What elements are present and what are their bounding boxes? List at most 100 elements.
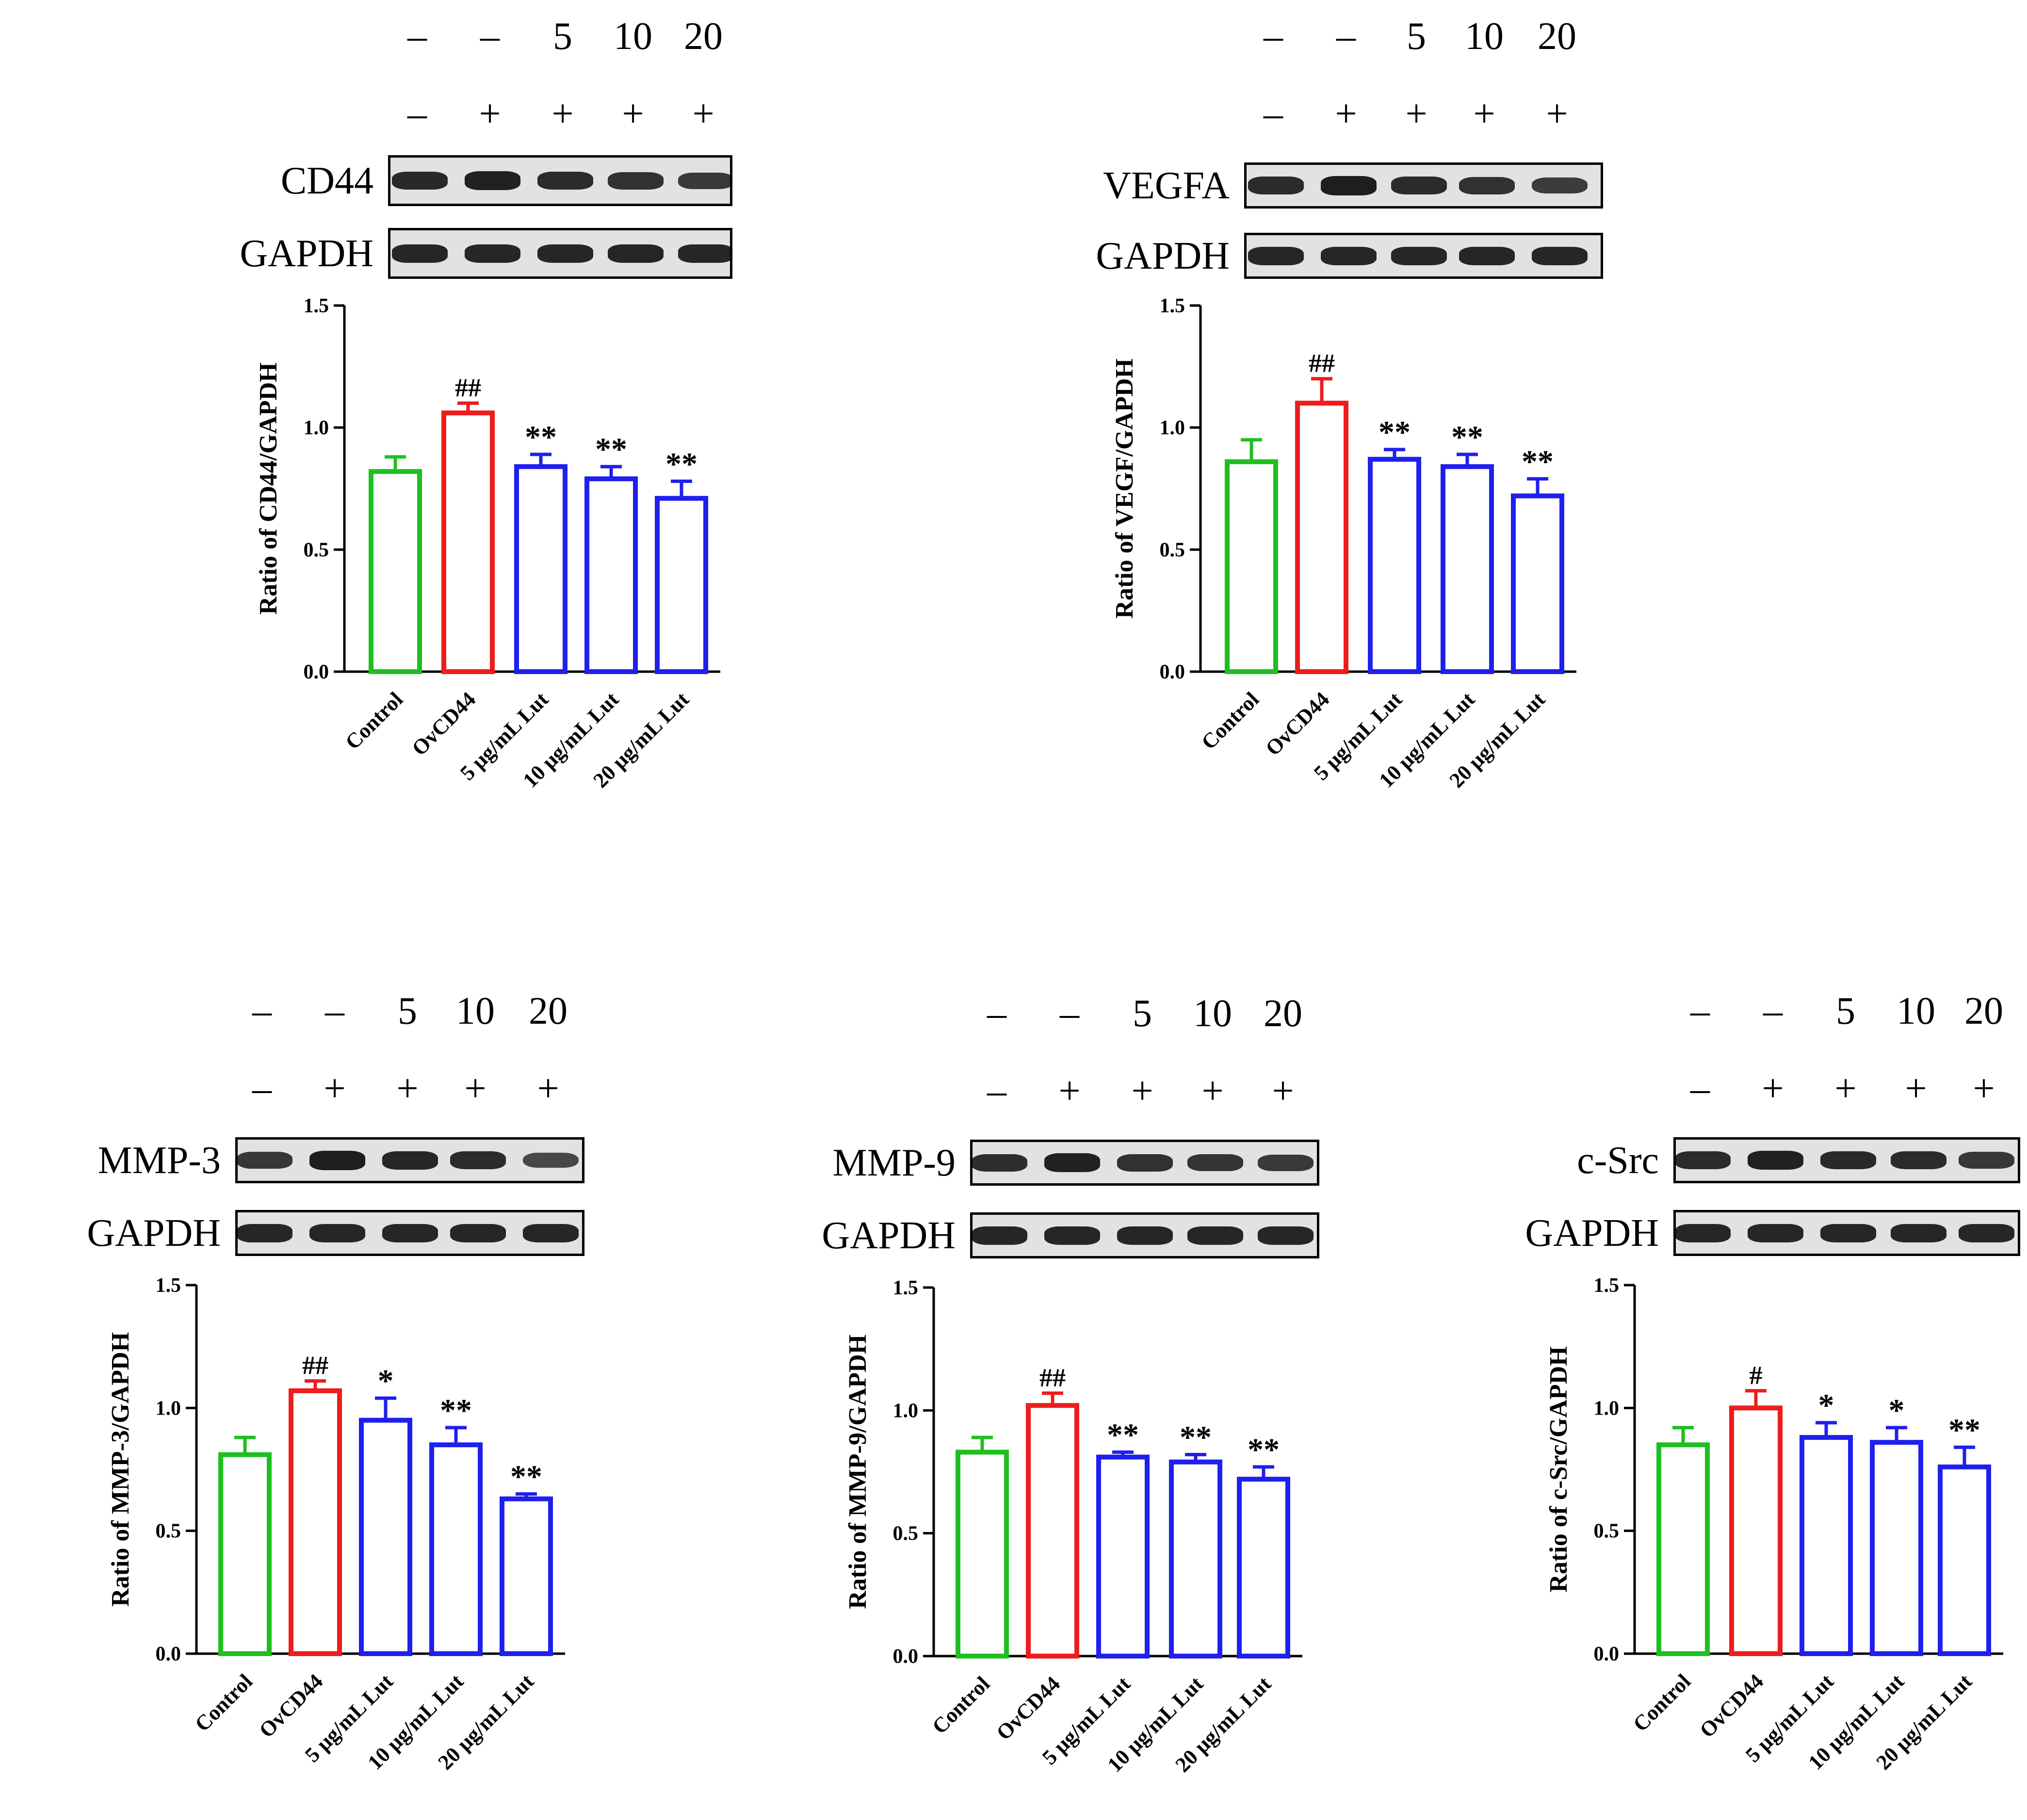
gapdh-blot-label: GAPDH — [240, 232, 373, 275]
blot-band — [450, 1151, 506, 1169]
ovcd44-status-cell: + — [1131, 1070, 1153, 1112]
blot-band — [973, 1226, 1027, 1245]
gapdh-blot — [388, 228, 732, 279]
ovcd44-status-cell: + — [551, 93, 574, 135]
y-tick-label: 0.5 — [1160, 539, 1185, 561]
ovcd44-status-cell: + — [1473, 93, 1495, 135]
blot-band — [537, 244, 593, 263]
ovcd44-status-cell: – — [252, 1067, 272, 1110]
ovcd44-status-cell: + — [324, 1067, 346, 1110]
ovcd44-status-cell: – — [407, 93, 427, 135]
y-tick-label: 1.0 — [304, 417, 329, 439]
y-tick-label: 0.5 — [156, 1520, 181, 1543]
y-tick-label: 1.0 — [156, 1397, 181, 1419]
blot-band — [1958, 1152, 2014, 1169]
ovcd44-status-cell: + — [1546, 93, 1568, 135]
blot-band — [391, 172, 448, 190]
blot-band — [238, 1224, 292, 1242]
significance-marker: ## — [1309, 349, 1335, 378]
blot-band — [1117, 1226, 1173, 1245]
gapdh-blot-label: GAPDH — [1525, 1211, 1659, 1255]
significance-marker: ** — [1378, 415, 1411, 450]
y-tick-label: 1.5 — [893, 1277, 919, 1299]
blot-band — [1890, 1151, 1946, 1169]
blot-band — [1044, 1226, 1100, 1245]
blot-band — [1747, 1151, 1803, 1170]
gapdh-blot-label: GAPDH — [822, 1214, 956, 1257]
ovcd44-status-cell: + — [479, 93, 501, 135]
blot-band — [607, 244, 664, 263]
bar-5-g-ml-lut — [1800, 1435, 1853, 1656]
blot-band — [1747, 1224, 1803, 1242]
blot-band — [537, 172, 593, 190]
lut-dose-cell: – — [1763, 990, 1783, 1032]
blot-band — [1958, 1224, 2014, 1242]
bar-control — [369, 469, 422, 674]
ovcd44-status-cell: + — [1973, 1067, 1995, 1110]
lut-dose-cell: 20 — [1264, 992, 1302, 1035]
ovcd44-status-cell: + — [1335, 93, 1357, 135]
lut-dose-cell: 10 — [1193, 992, 1232, 1035]
blot-band — [1187, 1154, 1243, 1171]
significance-marker: * — [1818, 1388, 1834, 1423]
protein-blot — [235, 1137, 584, 1183]
significance-marker: * — [1889, 1393, 1905, 1428]
blot-band — [1391, 247, 1447, 265]
y-axis-label: Ratio of VEGF/GAPDH — [1111, 358, 1138, 618]
ovcd44-status-cell: + — [464, 1067, 486, 1110]
lut-dose-cell: 20 — [684, 15, 723, 58]
gapdh-blot — [1673, 1210, 2020, 1256]
lut-dose-cell: 10 — [1897, 990, 1935, 1032]
significance-marker: ** — [440, 1393, 472, 1428]
x-category-label: Control — [1628, 1669, 1695, 1736]
lut-dose-cell: – — [407, 15, 427, 58]
y-tick-label: 0.0 — [1160, 661, 1185, 683]
y-tick-label: 1.5 — [1594, 1274, 1620, 1297]
lut-dose-cell: 5 — [1133, 992, 1152, 1035]
lut-dose-cell: 20 — [529, 990, 568, 1032]
blot-band — [1044, 1153, 1100, 1172]
significance-marker: ## — [455, 373, 481, 402]
lut-dose-cell: 20 — [1538, 15, 1576, 58]
blot-band — [1459, 177, 1515, 194]
gapdh-blot-label: GAPDH — [87, 1211, 221, 1255]
blot-band — [1676, 1151, 1731, 1169]
y-tick-label: 0.5 — [893, 1523, 919, 1545]
bar-20-g-ml-lut — [1237, 1477, 1290, 1659]
bar-ovcd44 — [289, 1388, 342, 1657]
blot-band — [678, 173, 730, 189]
bar-20-g-ml-lut — [1511, 493, 1564, 674]
protein-blot — [970, 1140, 1319, 1186]
lut-dose-cell: 10 — [614, 15, 652, 58]
significance-marker: ** — [1248, 1432, 1280, 1467]
y-axis-label: Ratio of CD44/GAPDH — [255, 363, 282, 615]
significance-marker: ** — [665, 446, 697, 482]
y-tick-label: 1.5 — [1160, 295, 1185, 317]
gapdh-blot — [235, 1210, 584, 1256]
blot-band — [391, 244, 448, 263]
significance-marker: * — [378, 1363, 394, 1399]
protein-blot — [388, 155, 732, 206]
y-tick-label: 1.0 — [1160, 417, 1185, 439]
lut-dose-cell: – — [480, 15, 500, 58]
protein-blot-label: MMP-3 — [97, 1139, 221, 1182]
x-category-label: OvCD44 — [1695, 1669, 1768, 1742]
ovcd44-status-cell: – — [1690, 1067, 1710, 1110]
y-axis-label: Ratio of MMP-3/GAPDH — [107, 1332, 134, 1607]
bar-10-g-ml-lut — [1870, 1440, 1923, 1656]
lut-dose-cell: – — [1060, 992, 1079, 1035]
ovcd44-status-cell: + — [1405, 93, 1427, 135]
blot-band — [309, 1224, 365, 1242]
blot-band — [1459, 247, 1515, 265]
lut-dose-cell: 5 — [398, 990, 417, 1032]
lut-dose-cell: – — [987, 992, 1006, 1035]
ovcd44-status-cell: + — [537, 1067, 559, 1110]
lut-dose-cell: 10 — [1465, 15, 1504, 58]
y-axis-label: Ratio of c-Src/GAPDH — [1545, 1346, 1573, 1592]
bar-ovcd44 — [1729, 1405, 1783, 1656]
ovcd44-status-cell: + — [1762, 1067, 1784, 1110]
